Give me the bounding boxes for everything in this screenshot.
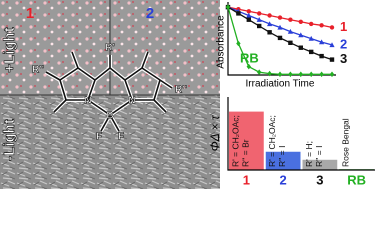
data-point xyxy=(329,25,335,30)
data-point xyxy=(319,39,325,45)
data-point xyxy=(267,13,272,18)
row-label: +Light xyxy=(1,27,18,72)
bar-note: R'' = I xyxy=(277,146,287,167)
panel-label: 1 xyxy=(26,5,34,22)
data-point xyxy=(288,40,293,45)
data-point xyxy=(246,9,251,14)
data-point xyxy=(329,57,335,62)
bar-note: R'' = Br xyxy=(240,139,250,167)
data-point xyxy=(298,45,303,50)
figure: 1 2 +Light -Light R' R'' R'' N N B F F A… xyxy=(0,0,375,189)
data-point xyxy=(257,23,262,29)
atom-label: R'' xyxy=(32,65,44,76)
data-point xyxy=(319,53,324,59)
x-tick-label: 3 xyxy=(316,172,323,187)
data-point xyxy=(246,63,251,70)
bar xyxy=(302,159,338,170)
data-point xyxy=(267,21,273,27)
data-point xyxy=(236,40,241,47)
data-point xyxy=(267,30,272,35)
y-axis-label: ΦΔ × τ xyxy=(208,114,222,151)
data-point xyxy=(267,70,272,77)
data-point xyxy=(329,42,335,48)
series-label: 2 xyxy=(340,36,347,51)
axis xyxy=(227,97,375,171)
data-point xyxy=(277,35,283,41)
data-point xyxy=(309,21,314,27)
data-point xyxy=(257,11,262,16)
data-point xyxy=(256,17,262,22)
data-point xyxy=(277,15,283,20)
series-label: RB xyxy=(240,50,259,65)
data-point xyxy=(319,23,324,28)
panel-label: 2 xyxy=(146,5,154,22)
data-point xyxy=(308,35,314,41)
atom-label: R' xyxy=(105,43,115,54)
data-point xyxy=(288,71,293,78)
data-point xyxy=(225,4,231,10)
image-panel: 1 2 +Light -Light R' R'' R'' N N B F F xyxy=(0,0,220,189)
data-point xyxy=(246,17,251,22)
data-point xyxy=(257,69,262,75)
data-point xyxy=(236,11,241,16)
data-point xyxy=(329,71,335,78)
data-point xyxy=(288,17,293,22)
bar-note: R'' = I xyxy=(314,146,324,167)
bar-note: R' = CH₂OAc; xyxy=(267,115,277,167)
bar-note: R' = CH₂OAc; xyxy=(230,115,240,167)
data-point xyxy=(277,71,283,78)
data-point xyxy=(298,71,303,78)
bar-note: R' = H; xyxy=(304,141,314,167)
series-label: 3 xyxy=(340,51,347,66)
atom-label: N xyxy=(84,96,91,107)
x-tick-label: 1 xyxy=(243,172,250,187)
x-tick-label: 2 xyxy=(280,172,287,187)
data-point xyxy=(309,71,314,78)
row-label: -Light xyxy=(1,119,18,161)
data-point xyxy=(277,24,283,30)
atom-label: N xyxy=(128,96,135,107)
structure xyxy=(45,51,174,132)
data-point xyxy=(298,32,304,38)
cell-image xyxy=(0,95,220,189)
bar xyxy=(265,151,301,170)
atom-label: R'' xyxy=(175,85,187,96)
atom-label: F xyxy=(96,132,102,143)
atom-label: B xyxy=(106,111,113,122)
bar xyxy=(229,111,264,170)
data-point xyxy=(287,28,293,34)
data-point xyxy=(309,49,314,55)
y-axis-label: Absorbance xyxy=(216,15,227,69)
data-point xyxy=(246,12,252,18)
data-point xyxy=(298,19,303,24)
x-tick-label: RB xyxy=(347,172,366,187)
atom-label: F xyxy=(118,132,124,143)
data-point xyxy=(319,71,324,78)
bar-note: Rose Bengal xyxy=(341,118,351,167)
series-label: 1 xyxy=(340,19,347,34)
x-axis-label: Irradiation Time xyxy=(246,79,315,90)
